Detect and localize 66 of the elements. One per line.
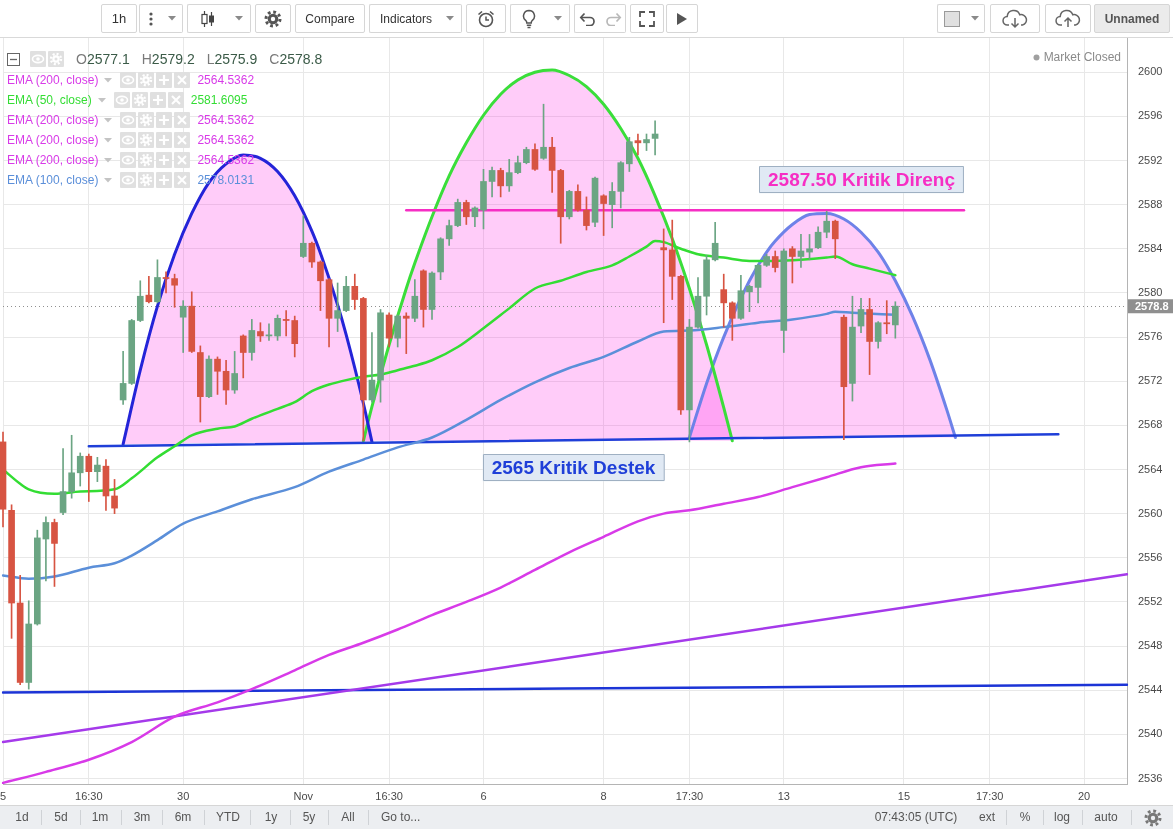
y-tick-label: 2600 — [1138, 65, 1163, 78]
text: EMA (50, close) — [7, 93, 92, 107]
x-tick-label: 16:30 — [75, 789, 103, 802]
annotation: 2564.5362 — [197, 73, 255, 87]
x-tick-label: 30 — [177, 789, 190, 802]
annotation: 2581.6095 — [190, 93, 248, 107]
text: YTD — [216, 810, 240, 825]
annotation: Market Closed — [1043, 50, 1121, 65]
annotation: EMA (200, close) — [7, 113, 99, 127]
annotation: 2564.5362 — [197, 133, 255, 147]
y-tick-label: 2580 — [1138, 285, 1163, 298]
text: 3m — [133, 810, 151, 825]
text: log — [1053, 810, 1071, 825]
x-tick-label: 6 — [480, 789, 487, 802]
text: ext — [978, 810, 996, 825]
ref-line-label: 2578.8 — [1135, 299, 1169, 312]
y-tick-label: 2576 — [1138, 330, 1163, 343]
y-tick-label: 2548 — [1138, 639, 1163, 652]
y-tick-label: 2584 — [1138, 241, 1163, 254]
y-tick-label: 2592 — [1138, 153, 1163, 166]
text: 1m — [91, 810, 109, 825]
annotation: EMA (200, close) — [7, 133, 99, 147]
annotation: O2577.1 — [76, 51, 130, 67]
y-tick-label: 2572 — [1138, 374, 1163, 387]
y-tick-label: 2564 — [1138, 462, 1163, 475]
text: 1y — [264, 810, 278, 825]
series-label: 2587.50 Kritik Direnç — [768, 168, 956, 190]
text: Compare — [295, 4, 365, 33]
text: 5y — [302, 810, 316, 825]
text: Unnamed — [1094, 4, 1170, 33]
x-tick-label: 13 — [777, 789, 790, 802]
x-tick-label: 17:30 — [975, 789, 1004, 802]
text: EMA (200, close) — [7, 73, 99, 87]
y-tick-label: 2556 — [1138, 550, 1163, 563]
x-tick-label: 16:30 — [375, 789, 403, 802]
y-tick-label: 2536 — [1138, 771, 1163, 784]
text: 1h — [101, 4, 137, 33]
y-tick-label: 2540 — [1138, 727, 1163, 740]
text: 07:43:05 (UTC) — [874, 810, 958, 825]
text: 5d — [54, 810, 68, 825]
y-tick-label: 2596 — [1138, 109, 1163, 122]
x-tick-label: 8 — [600, 789, 607, 802]
text: 6m — [174, 810, 192, 825]
text: 1d — [15, 810, 29, 825]
text: % — [1019, 810, 1031, 825]
y-tick-label: 2544 — [1138, 683, 1163, 696]
series-label: 2565 Kritik Destek — [491, 456, 656, 478]
y-tick-label: 2588 — [1138, 197, 1163, 210]
annotation: EMA (200, close) — [7, 153, 99, 167]
annotation: H2579.2 — [141, 51, 195, 67]
y-tick-label: 2552 — [1138, 594, 1163, 607]
y-tick-label: 2568 — [1138, 418, 1163, 431]
text: Indicators — [369, 4, 439, 33]
x-tick-label: 5 — [0, 789, 7, 802]
text: EMA (100, close) — [7, 173, 99, 187]
text: Go to... — [381, 810, 421, 825]
x-tick-label: Nov — [293, 789, 314, 802]
annotation: C2578.8 — [269, 51, 323, 67]
annotation: 2564.5362 — [197, 113, 255, 127]
text: All — [341, 810, 355, 825]
annotation: L2575.9 — [206, 51, 258, 67]
x-tick-label: 15 — [897, 789, 911, 802]
x-tick-label: 17:30 — [675, 789, 704, 802]
x-tick-label: 20 — [1077, 789, 1091, 802]
text: auto — [1094, 810, 1118, 825]
y-tick-label: 2560 — [1138, 506, 1163, 519]
